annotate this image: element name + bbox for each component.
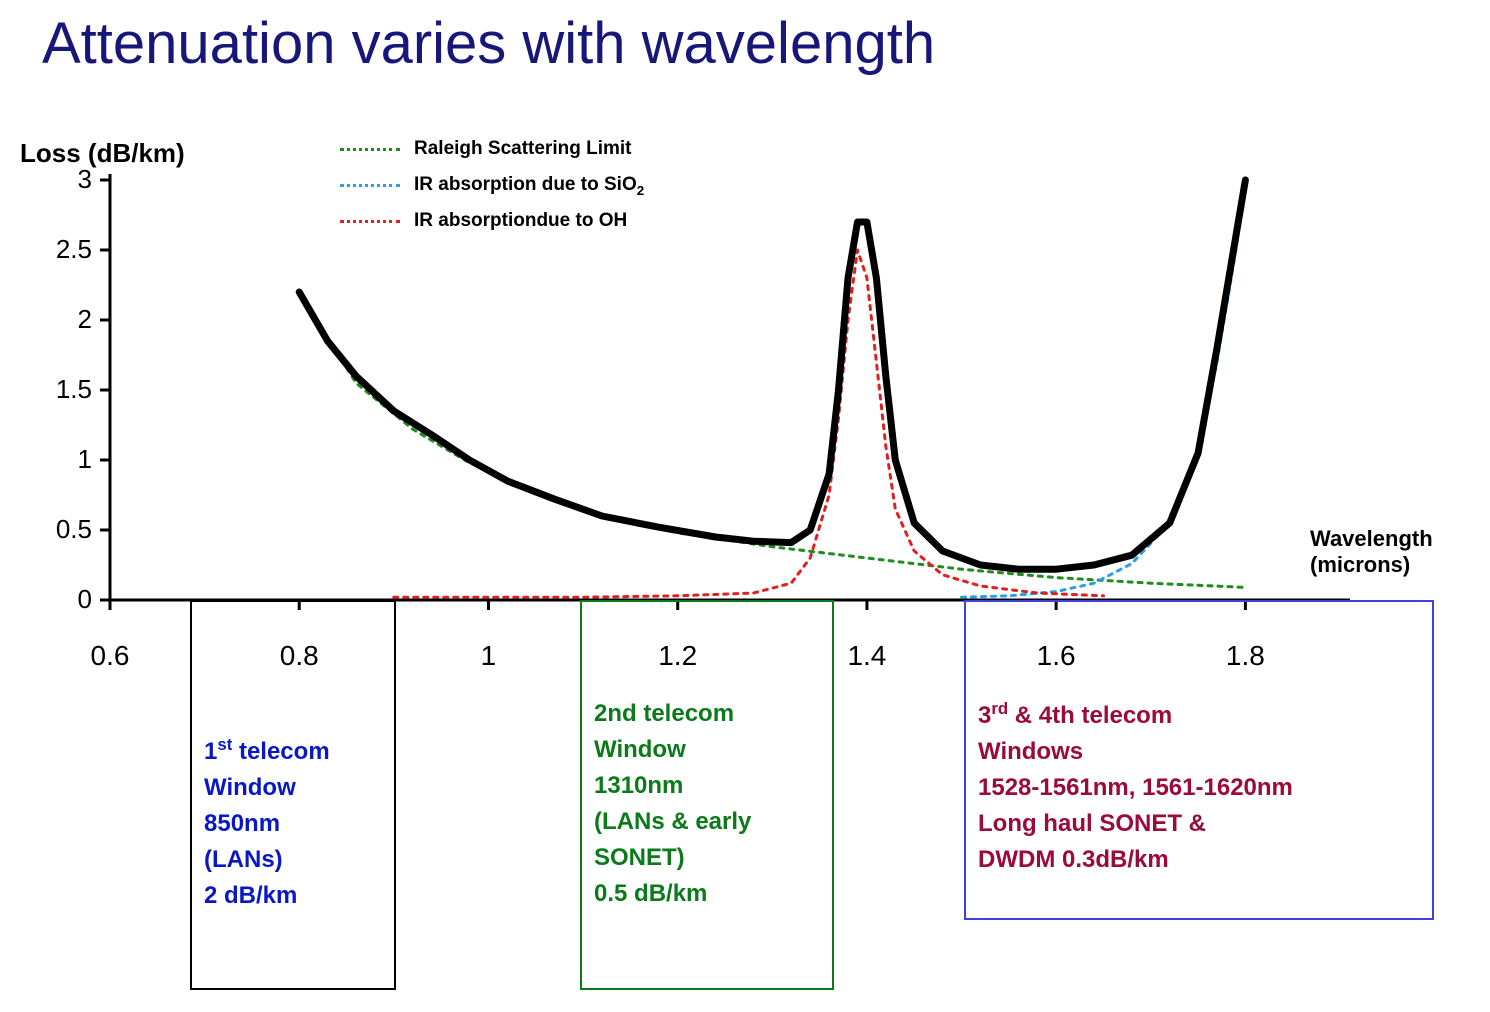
x-tick: 1.4 (837, 640, 897, 672)
x-tick: 0.6 (80, 640, 140, 672)
legend-swatch (340, 148, 400, 151)
legend-label: Raleigh Scattering Limit (414, 138, 631, 160)
y-tick: 2.5 (32, 234, 92, 265)
y-tick: 1 (32, 444, 92, 475)
y-tick: 0 (32, 584, 92, 615)
legend-swatch (340, 184, 400, 187)
legend-label: IR absorptiondue to OH (414, 210, 627, 232)
y-tick: 3 (32, 164, 92, 195)
legend-item-oh: IR absorptiondue to OH (340, 210, 627, 232)
window-1: 1st telecomWindow850nm(LANs)2 dB/km (190, 600, 396, 990)
legend-item-sio2: IR absorption due to SiO2 (340, 174, 644, 198)
y-tick: 0.5 (32, 514, 92, 545)
window-3: 3rd & 4th telecomWindows1528-1561nm, 156… (964, 600, 1434, 920)
legend-item-raleigh: Raleigh Scattering Limit (340, 138, 631, 160)
y-tick: 1.5 (32, 374, 92, 405)
x-tick: 1 (458, 640, 518, 672)
y-tick: 2 (32, 304, 92, 335)
window-2: 2nd telecomWindow1310nm(LANs & earlySONE… (580, 600, 834, 990)
legend-label: IR absorption due to SiO2 (414, 174, 644, 198)
legend-swatch (340, 220, 400, 223)
